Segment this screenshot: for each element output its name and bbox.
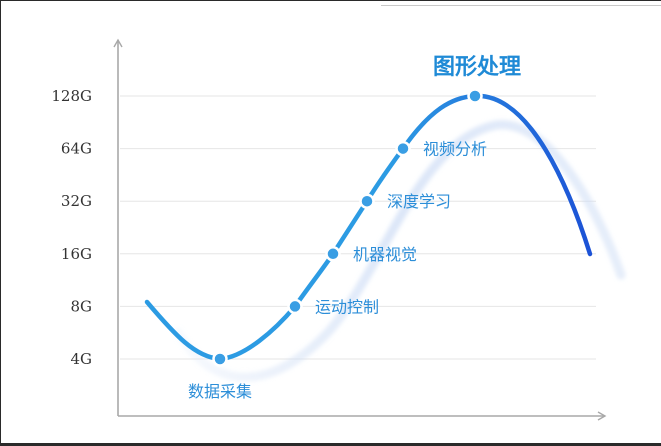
tick-label-layer: 4G 8G 16G 32G 64G 128G [51,87,92,368]
y-tick-label: 16G [61,245,92,263]
y-axis-arrow [113,38,123,48]
axis-layer [113,38,607,421]
y-tick-label: 32G [61,192,92,210]
y-tick-label: 4G [70,350,92,368]
frame-notch [381,1,661,6]
y-tick-label: 8G [70,297,92,315]
x-axis-arrow [597,411,607,421]
y-tick-label: 64G [61,140,92,158]
data-point-layer [212,88,483,367]
series-line-layer [144,93,593,362]
data-label: 视频分析 [423,140,487,159]
data-point-marker [212,351,228,367]
data-label: 数据采集 [188,382,252,401]
data-label: 机器视觉 [353,245,417,264]
series-line [144,93,593,362]
data-point-marker [467,88,483,104]
shadow-curve-layer [173,120,626,382]
data-point-marker [395,140,411,157]
data-label: 深度学习 [387,192,451,211]
data-point-marker [325,246,341,262]
peak-data-label: 图形处理 [433,54,521,80]
y-tick-label: 128G [51,87,92,105]
shadow-curve [173,120,626,382]
data-label-layer: 数据采集 运动控制 机器视觉 深度学习 视频分析 图形处理 [188,54,521,401]
data-point-marker [359,193,375,209]
grid-layer [120,95,596,360]
data-point-marker [287,298,303,315]
data-label: 运动控制 [315,297,379,316]
